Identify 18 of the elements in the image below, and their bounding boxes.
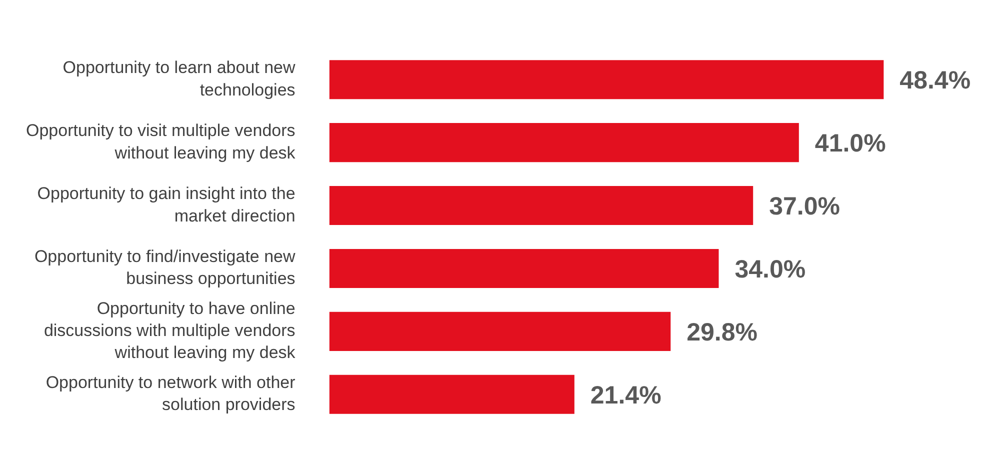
bar <box>329 248 719 288</box>
y-tick-label: Opportunity to network with other solution providers <box>46 373 296 414</box>
data-label: 48.4% <box>900 66 971 94</box>
data-label: 34.0% <box>734 255 806 284</box>
y-tick-label: Opportunity to visit multiple vendors without leaving my desk <box>26 121 296 162</box>
data-label: 29.8% <box>686 318 758 346</box>
y-tick-label: Opportunity to have online discussions with multiple vendors without leaving my desk <box>44 299 296 362</box>
y-tick-label: Opportunity to learn about new technologies <box>62 58 296 100</box>
y-tick-label: Opportunity to gain insight into the market direction <box>37 184 296 226</box>
bar <box>329 374 574 414</box>
bar <box>329 186 754 226</box>
data-label: 37.0% <box>769 192 840 220</box>
bar <box>329 60 884 100</box>
bar <box>329 312 671 351</box>
data-label: 41.0% <box>814 129 886 158</box>
bar <box>329 123 799 162</box>
data-label: 21.4% <box>590 381 662 410</box>
y-tick-label: Opportunity to find/investigate new business opportunities <box>34 247 296 288</box>
